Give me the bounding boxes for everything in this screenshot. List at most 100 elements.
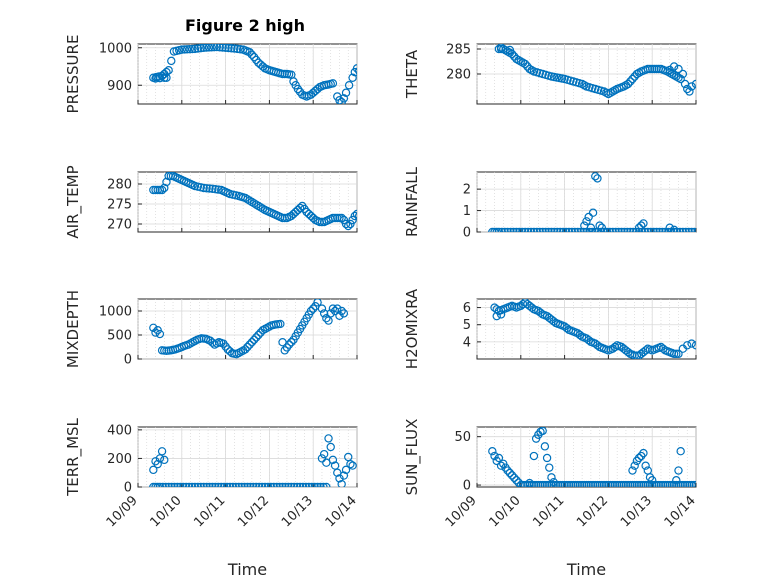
y-axis-label: AIR_TEMP — [64, 165, 83, 238]
data-point — [547, 473, 556, 482]
data-point — [337, 306, 346, 316]
data-point — [621, 480, 631, 487]
data-point — [362, 212, 369, 219]
data-point — [534, 480, 543, 487]
data-point — [316, 482, 325, 487]
data-point — [155, 329, 165, 339]
data-point — [319, 482, 328, 487]
data-point — [573, 227, 582, 232]
data-point — [290, 482, 299, 487]
data-point — [655, 227, 664, 232]
data-point — [490, 451, 499, 461]
data-point — [281, 482, 290, 487]
data-point — [606, 480, 615, 487]
data-point — [665, 223, 674, 232]
figure-title: Figure 2 high — [185, 16, 305, 35]
data-point — [611, 227, 620, 232]
x-tick-label: 10/11 — [191, 493, 228, 530]
data-point — [549, 317, 558, 326]
y-axis-label: MIXDEPTH — [64, 290, 82, 368]
data-point — [358, 70, 365, 77]
data-point — [243, 195, 252, 204]
data-point — [591, 480, 600, 487]
data-point — [553, 227, 562, 232]
data-point — [639, 480, 648, 487]
y-tick-label: 2 — [463, 183, 471, 198]
data-point — [284, 482, 293, 487]
data-point — [496, 310, 506, 319]
y-axis-label: THETA — [403, 49, 421, 99]
data-point — [683, 341, 692, 350]
data-point — [529, 451, 539, 461]
data-point — [538, 480, 547, 487]
data-point — [648, 476, 657, 485]
data-point — [319, 309, 329, 318]
data-point — [593, 174, 602, 183]
data-point — [344, 81, 354, 90]
data-point — [233, 44, 242, 54]
data-point — [188, 44, 197, 54]
data-point — [691, 341, 696, 350]
data-point — [542, 453, 552, 463]
data-point — [689, 480, 696, 487]
data-point — [245, 48, 254, 57]
data-point — [685, 480, 694, 487]
y-axis-label: H2OMIXRA — [403, 288, 421, 369]
data-point — [170, 482, 179, 487]
data-point — [337, 213, 346, 223]
data-point — [173, 482, 182, 487]
data-point — [674, 480, 683, 487]
data-point — [579, 227, 588, 232]
data-point — [348, 215, 357, 225]
data-point — [208, 338, 217, 347]
y-tick-label: 1 — [463, 204, 471, 219]
series — [488, 172, 696, 232]
data-point — [628, 480, 637, 487]
data-point — [608, 480, 617, 487]
data-point — [257, 482, 267, 487]
data-point — [540, 480, 550, 487]
data-point — [162, 73, 171, 82]
data-point — [304, 482, 314, 487]
data-point — [176, 482, 185, 487]
data-point — [509, 227, 518, 232]
data-point — [630, 480, 639, 487]
y-axis-label: TERR_MSL — [64, 417, 83, 496]
data-point — [691, 480, 696, 487]
data-point — [494, 453, 504, 463]
data-point — [637, 221, 646, 230]
data-point — [503, 466, 512, 475]
panel-4: 0 1 2 RAINFALL — [403, 166, 697, 241]
data-point — [307, 482, 316, 487]
data-point — [488, 446, 497, 456]
data-point — [319, 449, 329, 459]
data-point — [167, 482, 176, 487]
data-point — [629, 227, 638, 232]
y-axis-label: SUN_FLUX — [403, 419, 422, 496]
data-point — [634, 223, 644, 232]
data-point — [199, 482, 208, 487]
y-axis-label: RAINFALL — [403, 166, 421, 237]
data-point — [335, 311, 344, 320]
data-point — [208, 184, 217, 193]
data-point — [520, 480, 530, 487]
data-point — [626, 480, 635, 487]
data-point — [575, 330, 585, 340]
data-point — [227, 44, 236, 53]
data-point — [658, 344, 668, 353]
data-point — [258, 62, 268, 71]
data-point — [298, 482, 308, 487]
data-point — [562, 480, 571, 487]
data-point — [626, 77, 635, 86]
data-point — [558, 480, 567, 487]
data-point — [230, 44, 239, 53]
data-point — [367, 210, 374, 217]
data-point — [190, 44, 200, 54]
data-point — [249, 482, 258, 487]
data-point — [155, 185, 165, 195]
data-point — [212, 44, 222, 52]
data-point — [284, 340, 294, 349]
data-point — [675, 227, 685, 232]
data-point — [544, 227, 553, 232]
data-point — [523, 480, 532, 487]
